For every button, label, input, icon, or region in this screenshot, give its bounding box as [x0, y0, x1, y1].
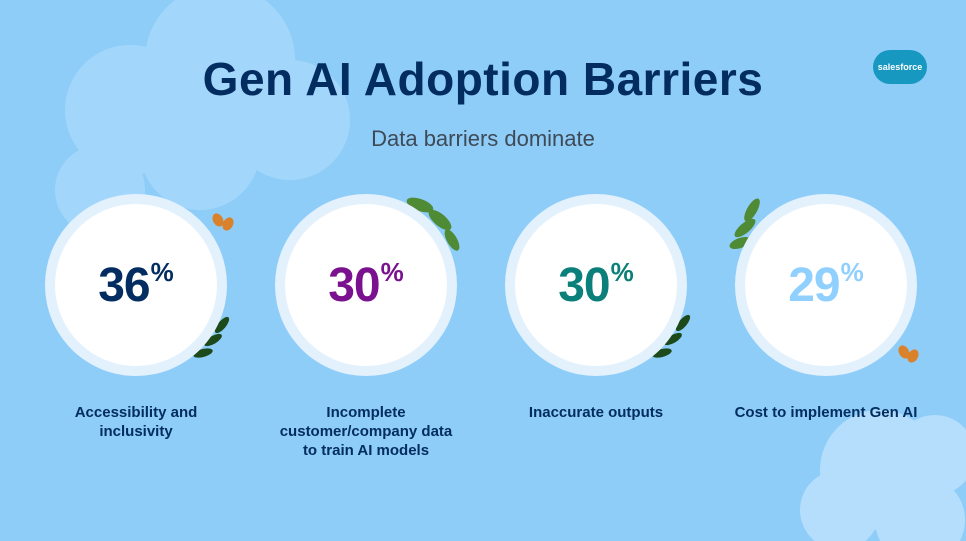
leaves [193, 314, 691, 358]
butterfly [212, 213, 919, 363]
stat-disc: 29% [745, 204, 907, 366]
stat-unit: % [380, 257, 404, 287]
logo: salesforce [873, 50, 927, 84]
stat-disc: 36% [55, 204, 217, 366]
cloud [800, 410, 966, 541]
stat-disc: 30% [285, 204, 447, 366]
stat-label-line: Accessibility and [74, 404, 198, 421]
stat-label-line: inclusivity [99, 423, 173, 440]
subtitle: Data barriers dominate [371, 126, 595, 151]
cloud [55, 0, 350, 235]
stat-label: Accessibility and inclusivity [31, 403, 241, 441]
stat-value: 36 [98, 259, 150, 312]
stat-ring: 29% [735, 194, 917, 376]
stat-figure: 36% [98, 257, 174, 313]
stat-disc: 30% [515, 204, 677, 366]
stat-figure: 29% [788, 257, 864, 313]
stat-label: Inaccurate outputs [491, 403, 701, 422]
stat-label-line: Incomplete [326, 404, 406, 421]
stat-label-line: Cost to implement Gen AI [734, 404, 918, 421]
stat-unit: % [150, 257, 174, 287]
stat-label-line: customer/company data [279, 423, 453, 440]
stat-unit: % [610, 257, 634, 287]
stat-label: Cost to implement Gen AI [721, 403, 931, 422]
stat-label: Incomplete customer/company data to train … [261, 403, 471, 460]
stat-figure: 30% [558, 257, 634, 313]
title: Gen AI Adoption Barriers [202, 53, 764, 105]
stat-label-line: to train AI models [302, 442, 430, 459]
stat-unit: % [840, 257, 864, 287]
stat-figure: 30% [328, 257, 404, 313]
stat-ring: 30% [275, 194, 457, 376]
stat-label-line: Inaccurate outputs [528, 404, 664, 421]
stat-ring: 30% [505, 194, 687, 376]
stat-value: 30 [328, 259, 380, 312]
stat-value: 29 [788, 259, 840, 312]
stat-ring: 36% [45, 194, 227, 376]
stat-value: 30 [558, 259, 610, 312]
